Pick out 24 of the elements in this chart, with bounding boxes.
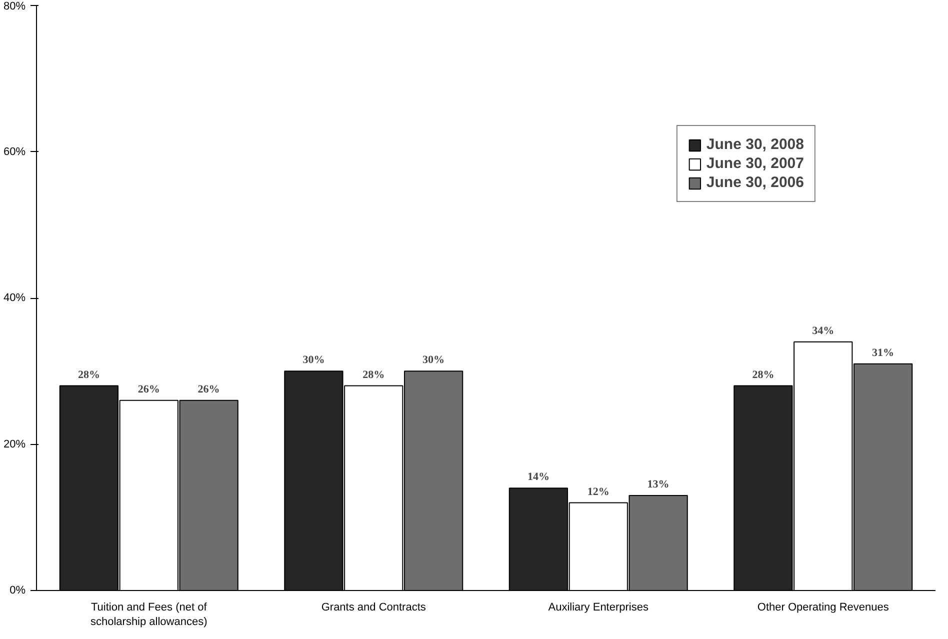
data-label: 30% — [302, 354, 325, 366]
data-label: 28% — [78, 368, 100, 381]
data-label: 28% — [752, 368, 774, 381]
x-tick-label: Auxiliary Enterprises — [548, 602, 650, 614]
y-tick-label: 0% — [10, 584, 26, 596]
legend-label: June 30, 2006 — [706, 174, 804, 191]
x-tick-label: Other Operating Revenues — [757, 602, 890, 614]
data-label: 13% — [647, 478, 670, 490]
data-label: 30% — [422, 354, 445, 366]
data-label: 26% — [198, 383, 220, 396]
y-tick-label: 20% — [3, 438, 26, 450]
legend-label: June 30, 2008 — [706, 136, 804, 153]
x-tick-label: Tuition and Fees (net of scholarship allowances) — [90, 602, 208, 628]
y-tick-label: 80% — [3, 0, 26, 12]
data-label: 34% — [812, 324, 834, 337]
y-tick-label: 60% — [3, 146, 26, 158]
y-tick-label: 40% — [3, 292, 26, 304]
data-label: 26% — [138, 383, 160, 396]
x-tick-label: Grants and Contracts — [321, 602, 426, 614]
legend-label: June 30, 2007 — [706, 155, 804, 172]
data-label: 14% — [527, 471, 550, 484]
data-label: 12% — [587, 486, 610, 498]
data-label: 31% — [872, 346, 894, 359]
data-label: 28% — [362, 368, 385, 381]
